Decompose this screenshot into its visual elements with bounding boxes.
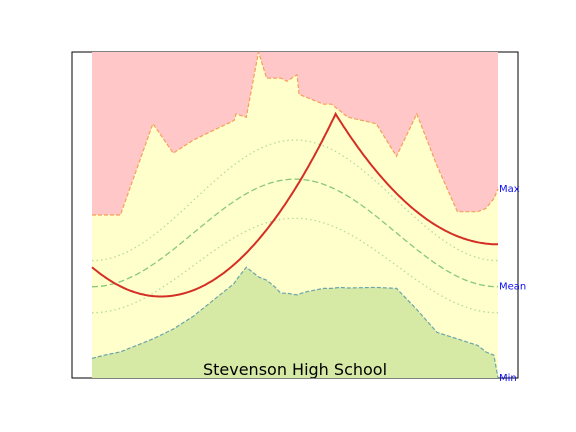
min-band-area (92, 267, 498, 378)
min-series-line (91, 266, 499, 379)
smooth-curve-1 (91, 178, 499, 288)
mid-band-area (92, 52, 498, 378)
edge-label-mean: Mean (499, 282, 526, 293)
edge-label-max: Max (499, 184, 520, 195)
max-band-area (92, 52, 498, 215)
smooth-curve-3 (91, 217, 499, 314)
edge-label-min: Min (499, 373, 517, 384)
chart-title: Stevenson High School (203, 360, 387, 379)
trend-line (91, 111, 498, 298)
max-series-line (92, 51, 499, 216)
